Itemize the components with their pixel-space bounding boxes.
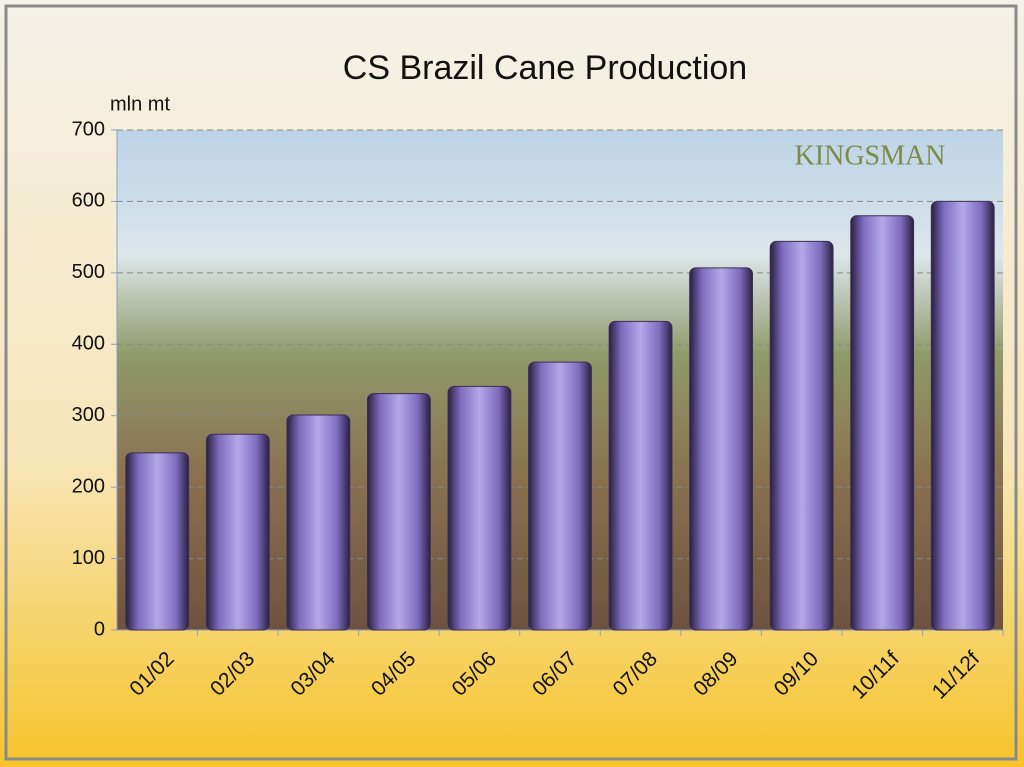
logo: KINGSMAN [795,140,946,171]
frame [4,4,1018,761]
bar [528,361,592,631]
bar [366,393,431,631]
y-tick-label: 400 [72,333,105,355]
bar [447,385,512,631]
y-tick-label: 500 [72,261,105,283]
y-tick-label: 300 [72,404,105,426]
y-tick-label: 200 [72,475,105,497]
bar [205,433,270,631]
y-tick-label: 0 [94,618,105,640]
bar [850,215,915,631]
y-tick-label: 600 [72,190,105,212]
bar [769,240,834,631]
bar [608,320,673,631]
bar [125,452,190,631]
y-tick-label: 100 [72,547,105,569]
chart-title: CS Brazil Cane Production [343,49,747,87]
bar [930,200,995,631]
y-axis-label: mln mt [110,93,170,115]
bar [286,414,351,631]
y-tick-label: 700 [72,118,105,140]
bar [689,267,754,631]
